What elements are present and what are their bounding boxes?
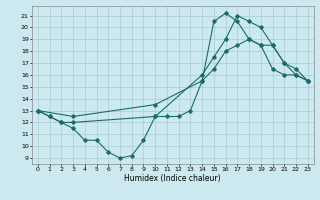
X-axis label: Humidex (Indice chaleur): Humidex (Indice chaleur) — [124, 174, 221, 183]
